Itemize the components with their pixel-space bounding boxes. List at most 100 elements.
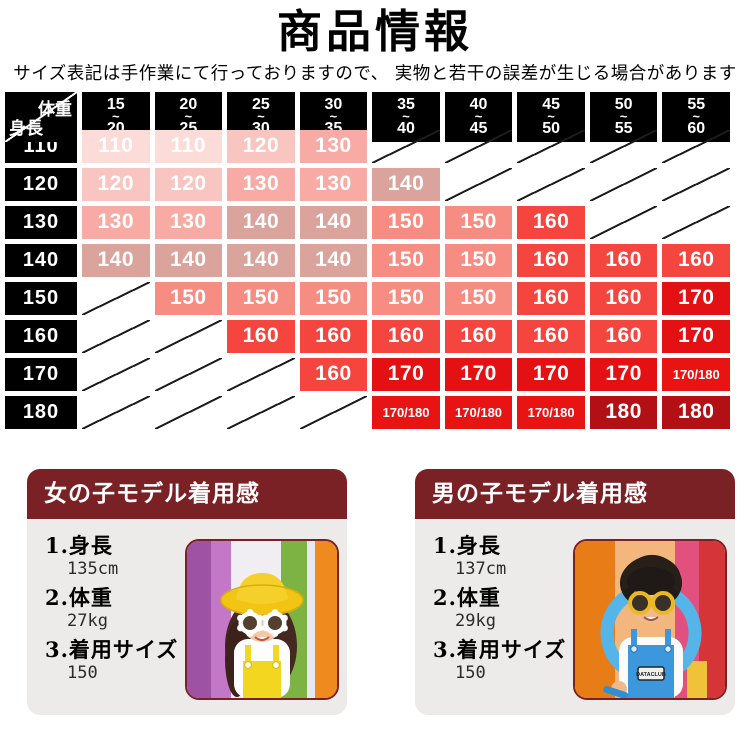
size-cell: 160 xyxy=(589,243,658,277)
model-cards: 女の子モデル着用感 1.身長 135cm 2.体重 27kg 3.着用サイズ 1… xyxy=(0,468,750,715)
boy-card-body: 1.身長 137cm 2.体重 29kg 3.着用サイズ 150 xyxy=(415,518,735,715)
empty-cell xyxy=(82,357,150,391)
size-cell: 160 xyxy=(444,319,513,353)
boy-weight-value: 29kg xyxy=(455,610,496,631)
boy-smile xyxy=(643,615,659,621)
empty-cell xyxy=(82,319,150,353)
size-cell: 130 xyxy=(154,205,223,239)
boy-outfit: DATACLUB xyxy=(619,628,683,698)
size-cell: 150 xyxy=(372,243,440,277)
height-row-header: 120 xyxy=(5,167,77,201)
size-cell: 160 xyxy=(517,243,585,277)
boy-size-label: 3.着用サイズ xyxy=(433,636,567,662)
boy-card-items: 1.身長 137cm 2.体重 29kg 3.着用サイズ 150 xyxy=(415,519,735,683)
size-cell: 180 xyxy=(662,395,730,429)
girl-weight-label: 2.体重 xyxy=(45,584,113,610)
size-cell: 160 xyxy=(227,319,295,353)
empty-cell xyxy=(444,167,513,201)
size-cell: 170/180 xyxy=(372,395,440,429)
girl-card-body: 1.身長 135cm 2.体重 27kg 3.着用サイズ 150 xyxy=(27,518,347,715)
size-cell: 160 xyxy=(589,319,658,353)
boy-height-label: 1.身長 xyxy=(433,532,501,558)
size-cell: 160 xyxy=(517,281,585,315)
girl-size-label: 3.着用サイズ xyxy=(45,636,179,662)
size-cell: 150 xyxy=(444,205,513,239)
boy-height-value: 137cm xyxy=(455,559,507,579)
size-cell: 150 xyxy=(299,281,368,315)
size-cell: 130 xyxy=(82,205,150,239)
girl-height-value: 135cm xyxy=(67,559,119,579)
empty-cell xyxy=(82,281,150,315)
empty-cell xyxy=(154,357,223,391)
girl-smile xyxy=(254,635,270,641)
size-cell: 160 xyxy=(299,319,368,353)
height-row-header: 150 xyxy=(5,281,77,315)
size-cell: 140 xyxy=(154,243,223,277)
girl-card-items: 1.身長 135cm 2.体重 27kg 3.着用サイズ 150 xyxy=(27,519,347,683)
empty-cell xyxy=(589,205,658,239)
size-cell: 130 xyxy=(299,167,368,201)
height-row-header: 170 xyxy=(5,357,77,391)
girl-hat xyxy=(220,572,304,616)
size-cell: 170/180 xyxy=(662,357,730,391)
girl-outfit xyxy=(234,638,290,698)
empty-cell xyxy=(154,319,223,353)
girl-weight-value: 27kg xyxy=(67,610,108,631)
empty-cell xyxy=(444,129,513,163)
size-cell: 160 xyxy=(589,281,658,315)
size-cell: 170 xyxy=(662,319,730,353)
empty-cell xyxy=(372,129,440,163)
size-cell: 130 xyxy=(299,129,368,163)
empty-cell xyxy=(82,395,150,429)
size-cell: 120 xyxy=(154,167,223,201)
height-row-header: 180 xyxy=(5,395,77,429)
size-cell: 130 xyxy=(227,167,295,201)
page-title: 商品情報 xyxy=(276,5,473,58)
size-table: 体重 身長 15 ~20 20 ~25 25 ~30 30 ~35 35 ~40 40 ~45 45 ~5… xyxy=(5,91,730,429)
size-cell: 150 xyxy=(227,281,295,315)
size-cell: 140 xyxy=(299,243,368,277)
height-axis-label: 身長 xyxy=(9,118,43,138)
size-cell: 120 xyxy=(227,129,295,163)
girl-card-title: 女の子モデル着用感 xyxy=(27,468,347,519)
size-cell: 140 xyxy=(299,205,368,239)
size-cell: 110 xyxy=(154,129,223,163)
boy-round-sunglasses-icon xyxy=(628,590,675,615)
size-cell: 160 xyxy=(299,357,368,391)
size-cell: 140 xyxy=(227,243,295,277)
size-cell: 170/180 xyxy=(517,395,585,429)
weight-axis-label: 体重 xyxy=(38,99,72,119)
girl-size-value: 150 xyxy=(67,662,98,683)
empty-cell xyxy=(517,129,585,163)
size-cell: 170 xyxy=(444,357,513,391)
size-cell: 180 xyxy=(589,395,658,429)
empty-cell xyxy=(662,167,730,201)
boy-model-photo: DATACLUB xyxy=(573,538,727,700)
size-cell: 150 xyxy=(372,205,440,239)
girl-model-card: 女の子モデル着用感 1.身長 135cm 2.体重 27kg 3.着用サイズ 1… xyxy=(27,468,347,715)
size-cell: 160 xyxy=(517,205,585,239)
size-cell: 110 xyxy=(82,129,150,163)
size-cell: 150 xyxy=(444,281,513,315)
boy-card-title: 男の子モデル着用感 xyxy=(415,468,735,519)
boy-size-value: 150 xyxy=(455,662,486,683)
size-disclaimer: サイズ表記は手作業にて行っておりますので、 実物と若干の誤差が生じる場合がありま… xyxy=(13,63,737,84)
size-cell: 140 xyxy=(227,205,295,239)
empty-cell xyxy=(299,395,368,429)
girl-flower-sunglasses-icon xyxy=(237,608,288,637)
size-cell: 170 xyxy=(589,357,658,391)
size-cell: 140 xyxy=(82,243,150,277)
empty-cell xyxy=(589,167,658,201)
size-cell: 160 xyxy=(372,319,440,353)
size-cell: 160 xyxy=(662,243,730,277)
empty-cell xyxy=(662,205,730,239)
table-corner-cell: 体重 身長 xyxy=(5,91,77,142)
height-row-header: 140 xyxy=(5,243,77,277)
empty-cell xyxy=(517,167,585,201)
size-cell: 150 xyxy=(444,243,513,277)
height-row-header: 160 xyxy=(5,319,77,353)
empty-cell xyxy=(662,129,730,163)
empty-cell xyxy=(589,129,658,163)
size-cell: 140 xyxy=(372,167,440,201)
size-cell: 160 xyxy=(517,319,585,353)
